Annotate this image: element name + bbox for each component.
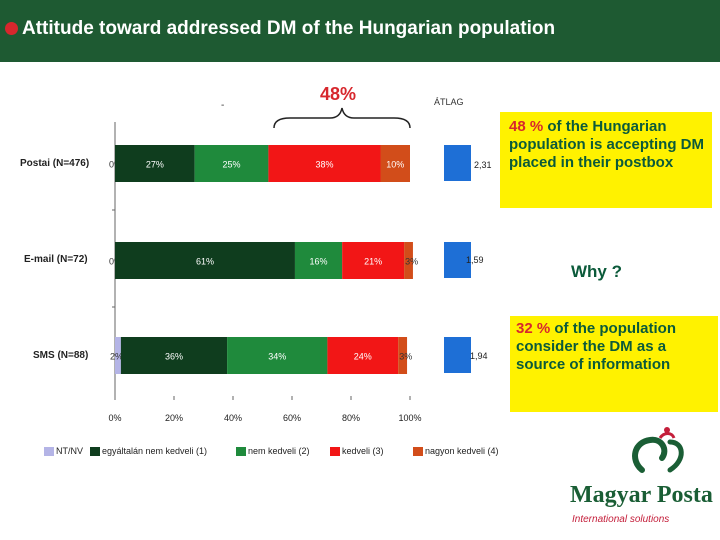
legend-swatch	[413, 447, 423, 457]
row-label: Postai (N=476)	[20, 158, 90, 169]
average-bar	[444, 337, 471, 373]
page-title: Attitude toward addressed DM of the Hung…	[22, 18, 556, 39]
note-source-of-info: 32 % of the population consider the DM a…	[510, 316, 718, 412]
note1-text: of the Hungarian population is accepting…	[509, 118, 705, 171]
x-tick-label: 60%	[282, 413, 302, 423]
bar-value-label: 21%	[364, 257, 382, 267]
bar-value-label: 38%	[315, 160, 333, 170]
bar-segment	[404, 242, 413, 279]
header-bar: Attitude toward addressed DM of the Hung…	[0, 0, 720, 62]
x-tick-label: 100%	[398, 413, 422, 423]
bracket-shape	[273, 107, 411, 129]
bar-segment	[380, 145, 410, 182]
bar-segment	[115, 145, 195, 182]
legend-swatch	[44, 447, 54, 457]
legend-label: nem kedveli (2)	[248, 446, 310, 456]
note2-text: of the population consider the DM as a s…	[516, 320, 677, 373]
average-bar	[444, 145, 471, 181]
bar-value-label: 2%	[110, 352, 123, 362]
row-label: E-mail (N=72)	[24, 254, 88, 265]
bar-value-label: 61%	[196, 257, 214, 267]
bar-segment	[268, 145, 381, 182]
x-tick-label: 80%	[341, 413, 361, 423]
bar-segment	[115, 337, 121, 374]
bar-value-label: 27%	[146, 160, 164, 170]
average-value-label: 1,94	[470, 351, 488, 361]
bar-segment	[294, 242, 343, 279]
bar-value-label: 3%	[405, 257, 418, 267]
bar-segment	[227, 337, 328, 374]
average-value-label: 1,59	[466, 255, 484, 265]
legend-item-1: egyáltalán nem kedveli (1)	[90, 446, 208, 457]
why-question: Why ?	[571, 262, 622, 281]
posthorn-logo-icon	[632, 427, 684, 473]
row-label: SMS (N=88)	[33, 350, 89, 361]
legend-label: NT/NV	[56, 446, 83, 456]
bar-segment	[327, 337, 399, 374]
bar-segment	[120, 337, 228, 374]
bar-segment	[115, 242, 295, 279]
x-tick-label: 40%	[223, 413, 243, 423]
bar-segment	[194, 145, 269, 182]
legend-swatch	[90, 447, 100, 457]
x-tick-label: 20%	[164, 413, 184, 423]
note1-percent: 48 %	[509, 118, 544, 135]
note2-percent: 32 %	[516, 320, 551, 337]
bar-value-label: 16%	[310, 257, 328, 267]
legend-label: nagyon kedveli (4)	[425, 446, 499, 456]
average-column-header: ÁTLAG	[434, 97, 464, 107]
legend-swatch	[330, 447, 340, 457]
legend-label: kedveli (3)	[342, 446, 384, 456]
bar-value-label: 34%	[268, 352, 286, 362]
bar-segment	[398, 337, 408, 374]
bar-value-label: 3%	[399, 352, 412, 362]
bracket-percent-label: 48%	[320, 84, 357, 104]
bar-value-label: 25%	[223, 160, 241, 170]
x-tick-label: 0%	[108, 413, 122, 423]
legend-item-4: nagyon kedveli (4)	[413, 446, 499, 457]
bar-value-label: 24%	[354, 352, 372, 362]
note-accepting-dm: 48 % of the Hungarian population is acce…	[500, 112, 712, 208]
legend-swatch	[236, 447, 246, 457]
bullet-icon	[5, 22, 18, 35]
legend-item-3: kedveli (3)	[330, 446, 384, 457]
average-value-label: 2,31	[474, 160, 492, 170]
logo-name: Magyar Posta	[570, 482, 713, 508]
legend-label: egyáltalán nem kedveli (1)	[102, 446, 208, 456]
legend-item-2: nem kedveli (2)	[236, 446, 310, 457]
dash-mark: -	[221, 100, 225, 111]
logo-tagline: International solutions	[572, 514, 670, 525]
bar-value-label: 10%	[386, 160, 404, 170]
bar-segment	[342, 242, 405, 279]
bar-value-label: 36%	[165, 352, 183, 362]
average-bar	[444, 242, 471, 278]
legend-item-nt-nv: NT/NV	[44, 446, 83, 457]
